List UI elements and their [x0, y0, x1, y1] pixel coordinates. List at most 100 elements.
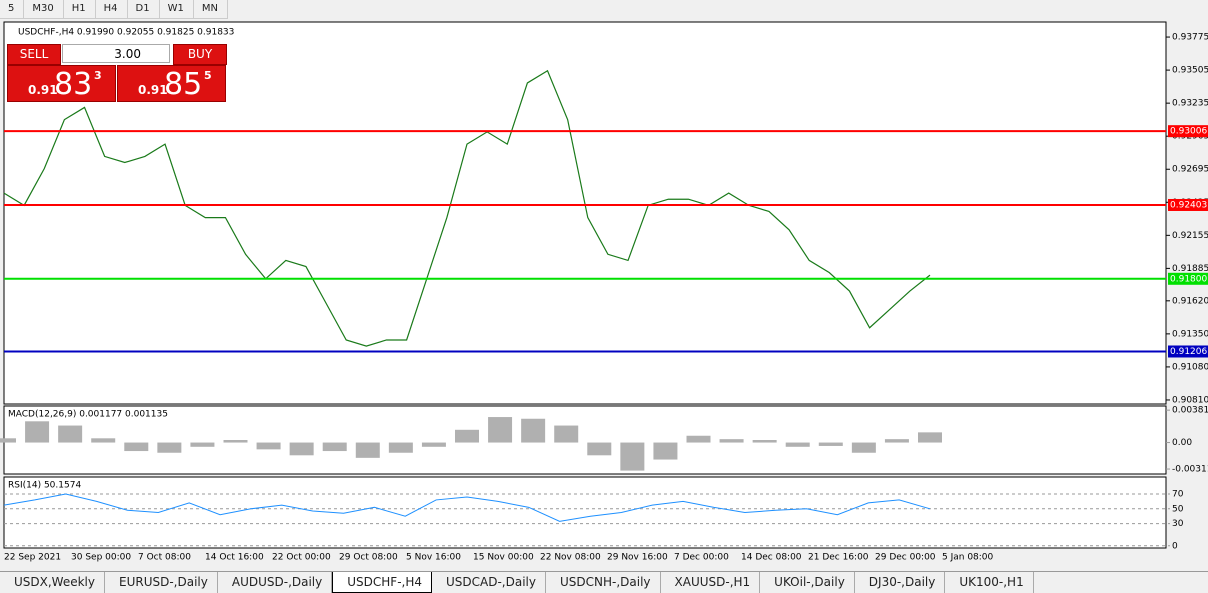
- x-tick-label: 5 Jan 08:00: [942, 553, 994, 563]
- level-label: 0.93006: [1170, 127, 1207, 137]
- symbol-info: USDCHF-,H4 0.91990 0.92055 0.91825 0.918…: [18, 28, 234, 38]
- y-tick-label: 0.92155: [1172, 231, 1208, 241]
- rsi-line: [3, 493, 931, 522]
- level-label-bg: [1168, 198, 1208, 211]
- macd-bar: [686, 435, 711, 443]
- macd-bar: [554, 425, 579, 443]
- macd-bar: [818, 442, 843, 446]
- macd-bar: [388, 442, 413, 453]
- y-tick-label: 50: [1172, 504, 1184, 514]
- y-tick-label: 0.93505: [1172, 66, 1208, 76]
- macd-bar: [58, 425, 83, 443]
- panel-frame: [3, 476, 1167, 549]
- chart-tab[interactable]: UKOil-,Daily: [760, 572, 855, 593]
- macd-bar: [521, 418, 546, 443]
- chart-tab[interactable]: USDCNH-,Daily: [546, 572, 661, 593]
- y-tick-label: 0.91885: [1172, 264, 1208, 274]
- price-line: [3, 69, 931, 347]
- chart-tab[interactable]: AUDUSD-,Daily: [218, 572, 333, 593]
- chart-tabs: USDX,Weekly EURUSD-,Daily AUDUSD-,Daily USD…: [0, 571, 1208, 593]
- y-tick-label: 0.92695: [1172, 165, 1208, 175]
- macd-bar: [157, 442, 182, 453]
- macd-bar: [587, 442, 612, 456]
- macd-bar: [785, 442, 810, 447]
- chart-tab[interactable]: DJ30-,Daily: [855, 572, 946, 593]
- y-tick-label: 0.93235: [1172, 99, 1208, 109]
- x-tick-label: 29 Oct 08:00: [339, 553, 398, 563]
- macd-bar: [190, 442, 215, 447]
- macd-bar: [918, 432, 942, 443]
- timeframe-button[interactable]: W1: [160, 0, 194, 18]
- x-tick-label: 22 Sep 2021: [4, 553, 61, 563]
- macd-bar: [884, 439, 909, 443]
- chart-tab[interactable]: UK100-,H1: [945, 572, 1034, 593]
- bid-big: 0.91: [28, 83, 58, 97]
- y-tick-label: 0.90810: [1172, 395, 1208, 405]
- x-tick-label: 15 Nov 00:00: [473, 553, 534, 563]
- x-tick-label: 22 Nov 08:00: [540, 553, 601, 563]
- macd-bar: [25, 421, 50, 443]
- volume-input[interactable]: 3.00: [62, 44, 170, 63]
- x-tick-label: 30 Sep 00:00: [71, 553, 131, 563]
- ask-price[interactable]: 0.91 85 5: [117, 65, 226, 102]
- macd-bar: [256, 442, 281, 450]
- macd-bar: [455, 429, 479, 443]
- bid-small: 3: [94, 69, 102, 82]
- timeframe-button[interactable]: M30: [24, 0, 64, 18]
- ask-big: 0.91: [138, 83, 168, 97]
- trade-panel: SELL 3.00 BUY 0.91 83 3 0.91 85 5: [7, 44, 227, 102]
- sell-button[interactable]: SELL: [7, 44, 61, 65]
- y-tick-label: 30: [1172, 519, 1184, 529]
- chart-tab[interactable]: USDX,Weekly: [0, 572, 105, 593]
- y-tick-label: 0.00: [1172, 438, 1192, 448]
- y-tick-label: 0.93775: [1172, 33, 1208, 43]
- level-label: 0.91800: [1170, 274, 1207, 284]
- macd-bar: [322, 442, 347, 452]
- chart-tab[interactable]: USDCHF-,H4: [332, 572, 432, 593]
- ask-main: 85: [164, 67, 203, 102]
- timeframe-button[interactable]: D1: [128, 0, 160, 18]
- rsi-label: RSI(14) 50.1574: [8, 481, 81, 491]
- y-tick-label: 0.91350: [1172, 329, 1208, 339]
- y-tick-label: 0: [1172, 541, 1178, 551]
- macd-bar: [620, 442, 645, 471]
- macd-bar: [289, 442, 314, 456]
- x-tick-label: 29 Nov 16:00: [607, 553, 668, 563]
- macd-bar: [421, 442, 446, 447]
- level-label: 0.91206: [1170, 347, 1207, 357]
- macd-bar: [223, 440, 248, 443]
- ask-small: 5: [204, 69, 212, 82]
- timeframe-button[interactable]: MN: [194, 0, 228, 18]
- y-tick-label: 0.91080: [1172, 362, 1208, 372]
- chart-tab[interactable]: XAUUSD-,H1: [661, 572, 761, 593]
- macd-bar: [653, 442, 678, 460]
- macd-bar: [488, 417, 513, 443]
- buy-button[interactable]: BUY: [173, 44, 227, 65]
- timeframe-button[interactable]: 5: [0, 0, 25, 18]
- macd-bar: [0, 438, 16, 443]
- x-tick-label: 14 Dec 08:00: [741, 553, 802, 563]
- chart-tab[interactable]: USDCAD-,Daily: [432, 572, 546, 593]
- bid-price[interactable]: 0.91 83 3: [7, 65, 116, 102]
- y-tick-label: 70: [1172, 490, 1184, 500]
- x-tick-label: 14 Oct 16:00: [205, 553, 264, 563]
- x-tick-label: 5 Nov 16:00: [406, 553, 461, 563]
- x-tick-label: 7 Oct 08:00: [138, 553, 191, 563]
- level-label-bg: [1168, 125, 1208, 138]
- x-tick-label: 21 Dec 16:00: [808, 553, 869, 563]
- macd-bar: [355, 442, 380, 458]
- y-tick-label: 0.91620: [1172, 296, 1208, 306]
- x-tick-label: 7 Dec 00:00: [674, 553, 729, 563]
- bid-main: 83: [54, 67, 93, 102]
- macd-bar: [851, 442, 876, 453]
- chart-window: USDCHF-,H4 0.91990 0.92055 0.91825 0.918…: [0, 21, 1208, 563]
- macd-label: MACD(12,26,9) 0.001177 0.001135: [8, 410, 168, 420]
- macd-bar: [91, 438, 116, 443]
- timeframe-button[interactable]: H1: [64, 0, 96, 18]
- chart-tab[interactable]: EURUSD-,Daily: [105, 572, 218, 593]
- level-label-bg: [1168, 345, 1208, 358]
- timeframe-button[interactable]: H4: [96, 0, 128, 18]
- x-tick-label: 22 Oct 00:00: [272, 553, 331, 563]
- y-tick-label: -0.003115: [1172, 465, 1208, 475]
